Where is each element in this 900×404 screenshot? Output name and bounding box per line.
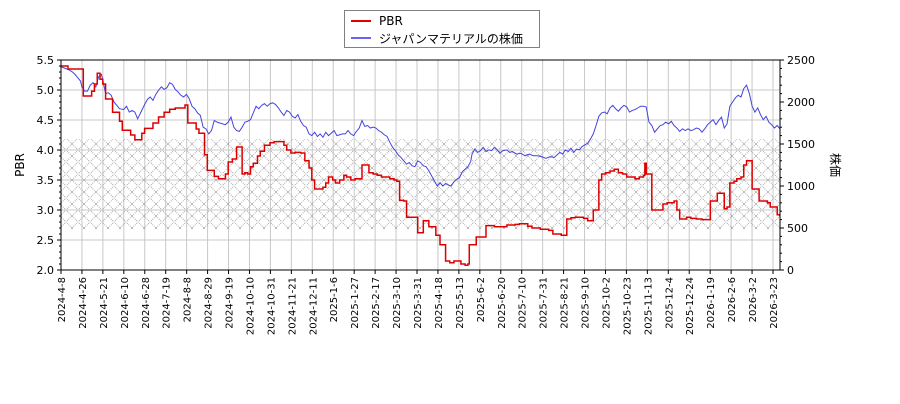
right-tick-label: 1500 (787, 138, 815, 151)
x-tick-label: 2024-8-8 (183, 277, 194, 322)
x-tick-label: 2025-1-27 (350, 277, 361, 329)
stock-price-line (61, 66, 780, 187)
pbr-line-swatch-icon (351, 20, 371, 22)
plot-frame (60, 59, 781, 271)
x-tick-label: 2024-6-28 (141, 277, 152, 329)
x-tick-label: 2025-9-10 (581, 277, 592, 329)
x-tick-label: 2024-12-11 (308, 277, 319, 335)
x-tick-label: 2025-6-20 (497, 277, 508, 329)
left-tick-label: 3.5 (37, 174, 55, 187)
x-axis: 2024-4-8 2024-4-26 2024-5-21 2024-6-10 2024-… (57, 270, 780, 335)
x-tick-label: 2025-8-21 (560, 277, 571, 329)
x-tick-label: 2026-3-2 (748, 277, 759, 322)
x-tick-label: 2026-3-23 (769, 277, 780, 329)
right-tick-label: 0 (787, 264, 794, 277)
right-axis-label: 株価 (828, 153, 843, 177)
left-axis-label: PBR (13, 153, 27, 177)
x-tick-label: 2024-5-21 (99, 277, 110, 329)
x-tick-label: 2026-1-19 (706, 277, 717, 329)
right-tick-label: 500 (787, 222, 808, 235)
x-tick-label: 2024-7-19 (162, 277, 173, 329)
x-tick-label: 2025-12-4 (664, 277, 675, 329)
legend-label-pbr: PBR (379, 14, 403, 28)
left-tick-label: 3.0 (37, 204, 55, 217)
right-y-axis: 0 500 1000 1500 2000 2500 (780, 54, 815, 277)
x-tick-label: 2024-4-8 (57, 277, 68, 322)
shaded-range-band (61, 139, 780, 230)
x-tick-label: 2025-10-2 (601, 277, 612, 329)
x-tick-label: 2024-9-19 (225, 277, 236, 329)
x-tick-label: 2025-3-10 (392, 277, 403, 329)
series-layer (61, 65, 780, 266)
x-tick-label: 2025-12-24 (685, 277, 696, 335)
left-y-axis: 2.0 2.5 3.0 3.5 4.0 4.5 5.0 5.5 (37, 54, 61, 277)
pbr-line (61, 65, 780, 266)
legend-item-price[interactable]: ジャパンマテリアルの株価 (349, 30, 523, 46)
x-tick-label: 2025-1-6 (329, 277, 340, 322)
right-tick-label: 2000 (787, 96, 815, 109)
x-tick-label: 2025-11-13 (643, 277, 654, 335)
x-tick-label: 2025-3-31 (413, 277, 424, 329)
x-tick-label: 2025-5-13 (455, 277, 466, 329)
legend-label-price: ジャパンマテリアルの株価 (379, 31, 523, 46)
x-tick-label: 2025-7-10 (518, 277, 529, 329)
x-tick-label: 2024-4-26 (78, 277, 89, 329)
x-tick-label: 2025-4-18 (434, 277, 445, 329)
x-tick-label: 2024-6-10 (120, 277, 131, 329)
left-tick-label: 5.5 (37, 54, 55, 67)
right-tick-label: 2500 (787, 54, 815, 67)
x-tick-label: 2024-8-29 (204, 277, 215, 329)
left-tick-label: 2.5 (37, 234, 55, 247)
left-tick-label: 4.0 (37, 144, 55, 157)
price-line-swatch-icon (351, 37, 371, 39)
x-tick-label: 2024-10-31 (266, 277, 277, 335)
x-tick-label: 2025-2-17 (371, 277, 382, 329)
left-tick-label: 4.5 (37, 114, 55, 127)
x-tick-label: 2024-11-21 (287, 277, 298, 335)
x-tick-label: 2025-7-31 (539, 277, 550, 329)
left-tick-label: 5.0 (37, 84, 55, 97)
x-tick-label: 2025-6-2 (476, 277, 487, 322)
right-tick-label: 1000 (787, 180, 815, 193)
x-tick-label: 2025-10-23 (622, 277, 633, 335)
x-tick-label: 2026-2-6 (727, 277, 738, 322)
left-tick-label: 2.0 (37, 264, 55, 277)
legend-item-pbr[interactable]: PBR (349, 13, 403, 29)
x-tick-label: 2024-10-10 (245, 277, 256, 335)
legend: PBR ジャパンマテリアルの株価 (344, 10, 540, 48)
